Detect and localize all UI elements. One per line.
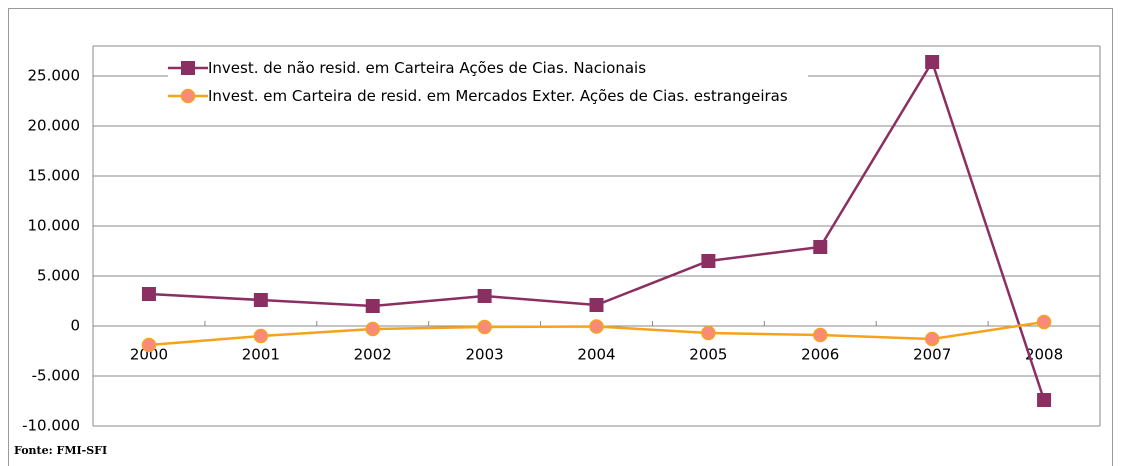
x-tick-label: 2004 (577, 346, 615, 364)
marker (589, 298, 604, 312)
legend-icon (168, 61, 208, 75)
marker (589, 319, 604, 334)
legend-item: Invest. de não resid. em Carteira Ações … (168, 58, 808, 78)
y-tick-label: -10.000 (22, 417, 80, 435)
legend-icon (168, 88, 208, 104)
marker (813, 240, 828, 254)
x-tick-label: 2000 (130, 346, 168, 364)
marker (141, 337, 157, 353)
y-tick-label: -5.000 (32, 367, 80, 385)
x-tick-label: 2003 (466, 346, 504, 364)
marker (365, 321, 380, 337)
marker (1037, 393, 1052, 407)
marker (925, 55, 940, 69)
legend-marker (181, 61, 195, 75)
x-tick-label: 2006 (801, 346, 839, 364)
marker (924, 331, 940, 347)
y-tick-label: 5.000 (37, 267, 80, 285)
marker (701, 325, 716, 341)
legend: Invest. de não resid. em Carteira Ações … (168, 58, 808, 114)
x-tick-label: 2002 (354, 346, 392, 364)
frame (8, 8, 1113, 466)
marker (1036, 314, 1052, 330)
legend-marker (180, 88, 196, 104)
y-tick-label: 10.000 (28, 217, 81, 235)
x-tick-label: 2008 (1025, 346, 1063, 364)
x-tick-label: 2001 (242, 346, 280, 364)
marker (701, 254, 716, 268)
y-tick-label: 15.000 (28, 167, 81, 185)
legend-item: Invest. em Carteira de resid. em Mercado… (168, 86, 808, 106)
x-tick-label: 2005 (689, 346, 727, 364)
marker (253, 293, 268, 307)
marker (813, 327, 828, 343)
marker (141, 287, 156, 301)
legend-label: Invest. de não resid. em Carteira Ações … (208, 59, 647, 77)
x-tick-label: 2007 (913, 346, 951, 364)
y-tick-label: 0 (70, 317, 80, 335)
legend-label: Invest. em Carteira de resid. em Mercado… (208, 87, 788, 105)
marker (253, 328, 269, 344)
y-tick-label: 25.000 (28, 67, 81, 85)
marker (477, 289, 492, 303)
y-tick-label: 20.000 (28, 117, 81, 135)
marker (477, 319, 492, 335)
marker (365, 299, 380, 313)
source: Fonte: FMI-SFI (14, 444, 108, 457)
